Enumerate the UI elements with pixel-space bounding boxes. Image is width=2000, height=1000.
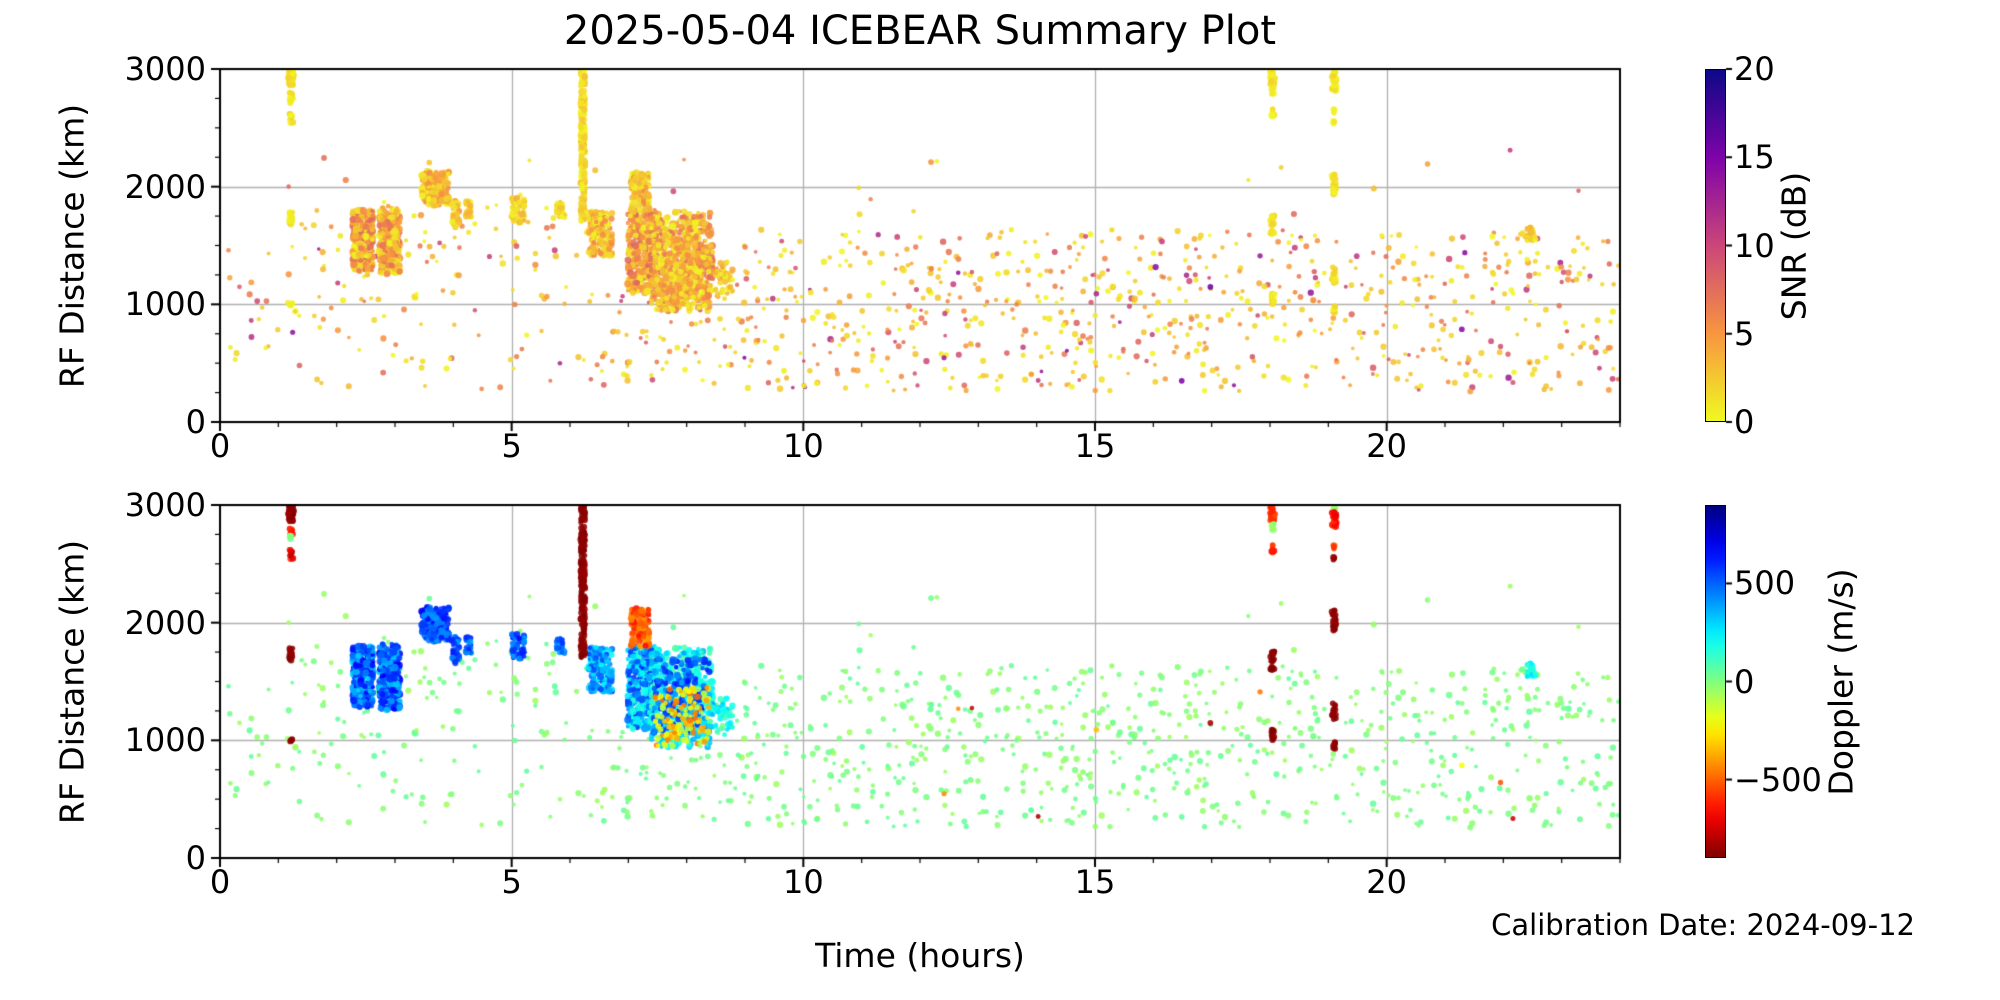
snr-x-tick-15: 15 xyxy=(1074,427,1116,465)
doppler-x-tick-15: 15 xyxy=(1074,863,1116,901)
snr-y-axis-label: RF Distance (km) xyxy=(52,103,92,388)
chart-title: 2025-05-04 ICEBEAR Summary Plot xyxy=(563,8,1277,54)
doppler-colorbar-label: Doppler (m/s) xyxy=(1821,567,1861,796)
doppler-colorbar-tick--500: −500 xyxy=(1734,760,1822,799)
doppler-y-tick-0: 0 xyxy=(185,839,206,877)
calibration-date-note: Calibration Date: 2024-09-12 xyxy=(1491,908,1915,942)
doppler-x-tick-10: 10 xyxy=(782,863,824,901)
snr-x-tick-10: 10 xyxy=(782,427,824,465)
doppler-x-tick-0: 0 xyxy=(209,863,231,901)
snr-x-tick-20: 20 xyxy=(1366,427,1408,465)
doppler-y-tick-1000: 1000 xyxy=(124,721,206,760)
doppler-colorbar-tick-0: 0 xyxy=(1734,662,1755,701)
doppler-y-tick-2000: 2000 xyxy=(124,603,206,642)
snr-colorbar-label: SNR (dB) xyxy=(1774,171,1814,320)
doppler-x-tick-20: 20 xyxy=(1366,863,1408,901)
snr-y-tick-0: 0 xyxy=(185,403,206,441)
snr-y-tick-2000: 2000 xyxy=(124,167,206,206)
snr-y-tick-1000: 1000 xyxy=(124,285,206,324)
doppler-y-tick-3000: 3000 xyxy=(124,486,206,524)
snr-colorbar-tick-15: 15 xyxy=(1734,138,1775,177)
doppler-x-tick-5: 5 xyxy=(501,863,522,901)
snr-colorbar-tick-10: 10 xyxy=(1734,226,1775,265)
snr-colorbar-tick-20: 20 xyxy=(1734,50,1775,88)
snr-colorbar-tick-5: 5 xyxy=(1734,314,1755,353)
doppler-y-axis-label: RF Distance (km) xyxy=(52,539,92,824)
doppler-colorbar-tick-500: 500 xyxy=(1734,564,1796,603)
snr-y-tick-3000: 3000 xyxy=(124,50,206,88)
snr-colorbar-tick-0: 0 xyxy=(1734,403,1755,441)
snr-x-tick-5: 5 xyxy=(501,427,522,465)
snr-x-tick-0: 0 xyxy=(209,427,231,465)
x-axis-label: Time (hours) xyxy=(815,936,1025,975)
